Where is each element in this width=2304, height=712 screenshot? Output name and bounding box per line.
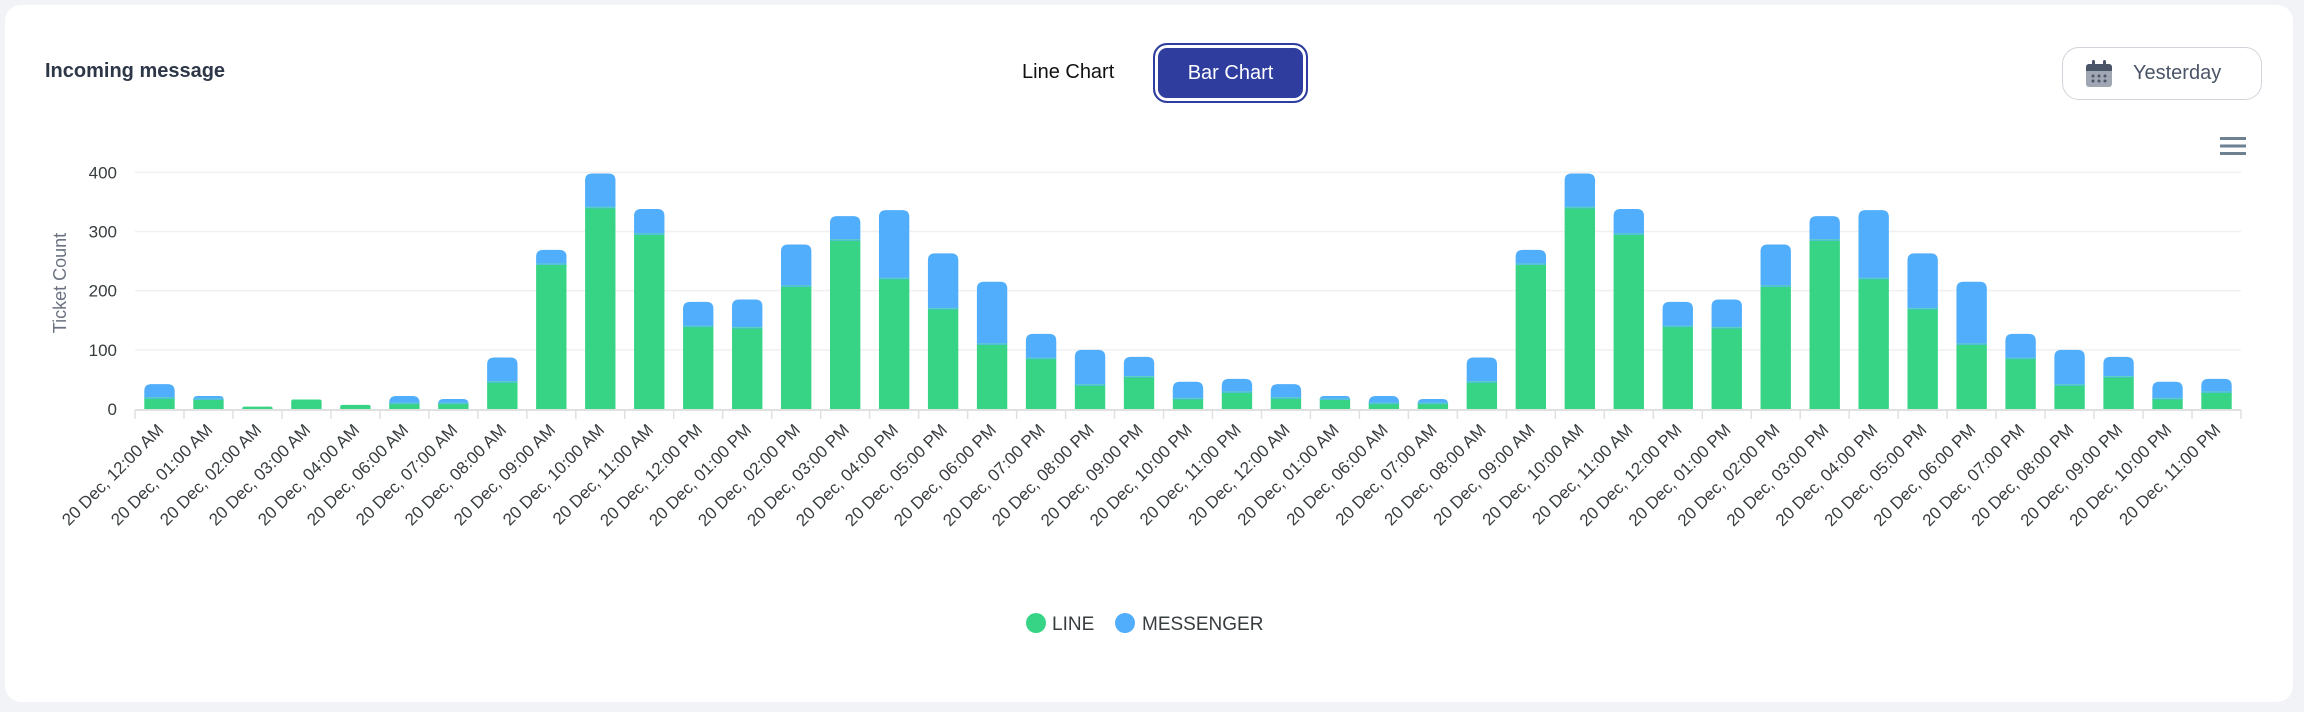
date-filter-label: Yesterday bbox=[2133, 62, 2222, 84]
legend-marker-line bbox=[1026, 613, 1046, 633]
bar-line-segment bbox=[1858, 278, 1889, 409]
y-axis-title: Ticket Count bbox=[50, 233, 70, 333]
bar-line-segment bbox=[1123, 376, 1155, 409]
bar-messenger-segment bbox=[1956, 281, 1987, 345]
bar-line-segment bbox=[1711, 327, 1742, 409]
bar-line-segment bbox=[1368, 403, 1400, 409]
bar-messenger-segment bbox=[976, 281, 1008, 345]
bar-line-segment bbox=[1025, 358, 1057, 409]
y-tick-label: 100 bbox=[89, 341, 117, 360]
bar-messenger-segment bbox=[683, 301, 714, 328]
hamburger-menu-icon[interactable] bbox=[2218, 134, 2248, 158]
bar-messenger-segment bbox=[829, 216, 861, 241]
bar-line-segment bbox=[291, 399, 322, 409]
bar-messenger-segment bbox=[781, 244, 812, 287]
bar-line-segment bbox=[389, 403, 420, 409]
bar-line-segment bbox=[536, 264, 567, 409]
bar-messenger-segment bbox=[927, 253, 959, 310]
bar-messenger-segment bbox=[1613, 208, 1644, 235]
bar-messenger-segment bbox=[1025, 333, 1057, 360]
bar-line-segment bbox=[829, 239, 861, 409]
bar-messenger-segment bbox=[1564, 173, 1595, 209]
bar-messenger-segment bbox=[1760, 244, 1791, 287]
bar-line-segment bbox=[1172, 398, 1204, 409]
bar-messenger-segment bbox=[536, 249, 567, 266]
bar-messenger-segment bbox=[1662, 301, 1693, 328]
bar-line-segment bbox=[2005, 358, 2036, 409]
bar-messenger-segment bbox=[1270, 384, 1302, 399]
bar-line-segment bbox=[1662, 326, 1693, 409]
bar-line-segment bbox=[976, 343, 1008, 409]
date-filter-button[interactable]: Yesterday bbox=[2062, 47, 2262, 100]
bar-messenger-segment bbox=[144, 384, 175, 399]
bar-line-segment bbox=[242, 406, 273, 409]
bar-messenger-segment bbox=[1858, 210, 1889, 280]
bar-line-segment bbox=[732, 327, 763, 409]
legend-marker-messenger bbox=[1115, 613, 1135, 633]
bar-line-segment bbox=[1319, 398, 1351, 409]
bar-messenger-segment bbox=[1466, 357, 1498, 383]
y-tick-label: 400 bbox=[89, 163, 117, 182]
bar-messenger-segment bbox=[1809, 216, 1840, 241]
bar-messenger-segment bbox=[1368, 395, 1400, 405]
bar-line-segment bbox=[487, 381, 518, 409]
bar-messenger-segment bbox=[2054, 349, 2085, 386]
card-title: Incoming message bbox=[45, 60, 226, 82]
bar-messenger-segment bbox=[1221, 378, 1253, 393]
tab-bar-chart[interactable]: Bar Chart bbox=[1153, 43, 1308, 103]
bar-messenger-segment bbox=[389, 395, 420, 405]
y-tick-label: 300 bbox=[89, 222, 117, 241]
bar-messenger-segment bbox=[1123, 356, 1155, 378]
bar-messenger-segment bbox=[732, 299, 763, 329]
bar-line-segment bbox=[634, 233, 665, 409]
legend-label-line: LINE bbox=[1052, 614, 1094, 635]
bar-line-segment bbox=[2103, 376, 2134, 409]
bar-line-segment bbox=[1270, 397, 1302, 409]
bar-line-segment bbox=[1074, 384, 1106, 409]
bar-messenger-segment bbox=[1074, 349, 1106, 386]
bar-line-segment bbox=[683, 326, 714, 409]
bar-line-segment bbox=[2054, 384, 2085, 409]
bar-messenger-segment bbox=[1172, 381, 1204, 400]
bar-messenger-segment bbox=[2152, 381, 2183, 400]
bar-line-segment bbox=[340, 404, 371, 409]
bar-line-segment bbox=[585, 207, 616, 409]
bar-messenger-segment bbox=[878, 210, 910, 280]
y-tick-label: 0 bbox=[108, 400, 117, 419]
tab-line-chart[interactable]: Line Chart bbox=[1022, 61, 1115, 83]
bar-line-segment bbox=[1956, 343, 1987, 409]
bar-line-segment bbox=[1515, 264, 1547, 409]
y-tick-label: 200 bbox=[89, 282, 117, 301]
bar-line-segment bbox=[927, 308, 959, 409]
bar-line-segment bbox=[1809, 239, 1840, 409]
bar-line-segment bbox=[1760, 285, 1791, 409]
bar-messenger-segment bbox=[487, 357, 518, 383]
bar-line-segment bbox=[1417, 403, 1449, 409]
bar-line-segment bbox=[438, 403, 469, 409]
legend-label-messenger: MESSENGER bbox=[1142, 614, 1263, 635]
bar-line-segment bbox=[2201, 391, 2232, 409]
bar-messenger-segment bbox=[1711, 299, 1742, 329]
bar-messenger-segment bbox=[585, 173, 616, 209]
bar-messenger-segment bbox=[2201, 378, 2232, 393]
bar-line-segment bbox=[1564, 207, 1595, 409]
calendar-icon bbox=[2086, 59, 2112, 87]
bar-line-segment bbox=[1907, 308, 1938, 409]
bar-line-segment bbox=[878, 278, 910, 409]
bar-line-segment bbox=[1466, 381, 1498, 409]
bar-line-segment bbox=[1221, 391, 1253, 409]
bar-messenger-segment bbox=[1515, 249, 1547, 266]
bar-line-segment bbox=[193, 398, 224, 409]
bar-line-segment bbox=[2152, 398, 2183, 409]
bar-messenger-segment bbox=[634, 208, 665, 235]
bar-messenger-segment bbox=[2103, 356, 2134, 378]
bar-line-segment bbox=[1613, 233, 1644, 409]
bar-messenger-segment bbox=[1907, 253, 1938, 310]
bar-messenger-segment bbox=[2005, 333, 2036, 360]
bar-line-segment bbox=[144, 397, 175, 409]
bar-line-segment bbox=[781, 285, 812, 409]
